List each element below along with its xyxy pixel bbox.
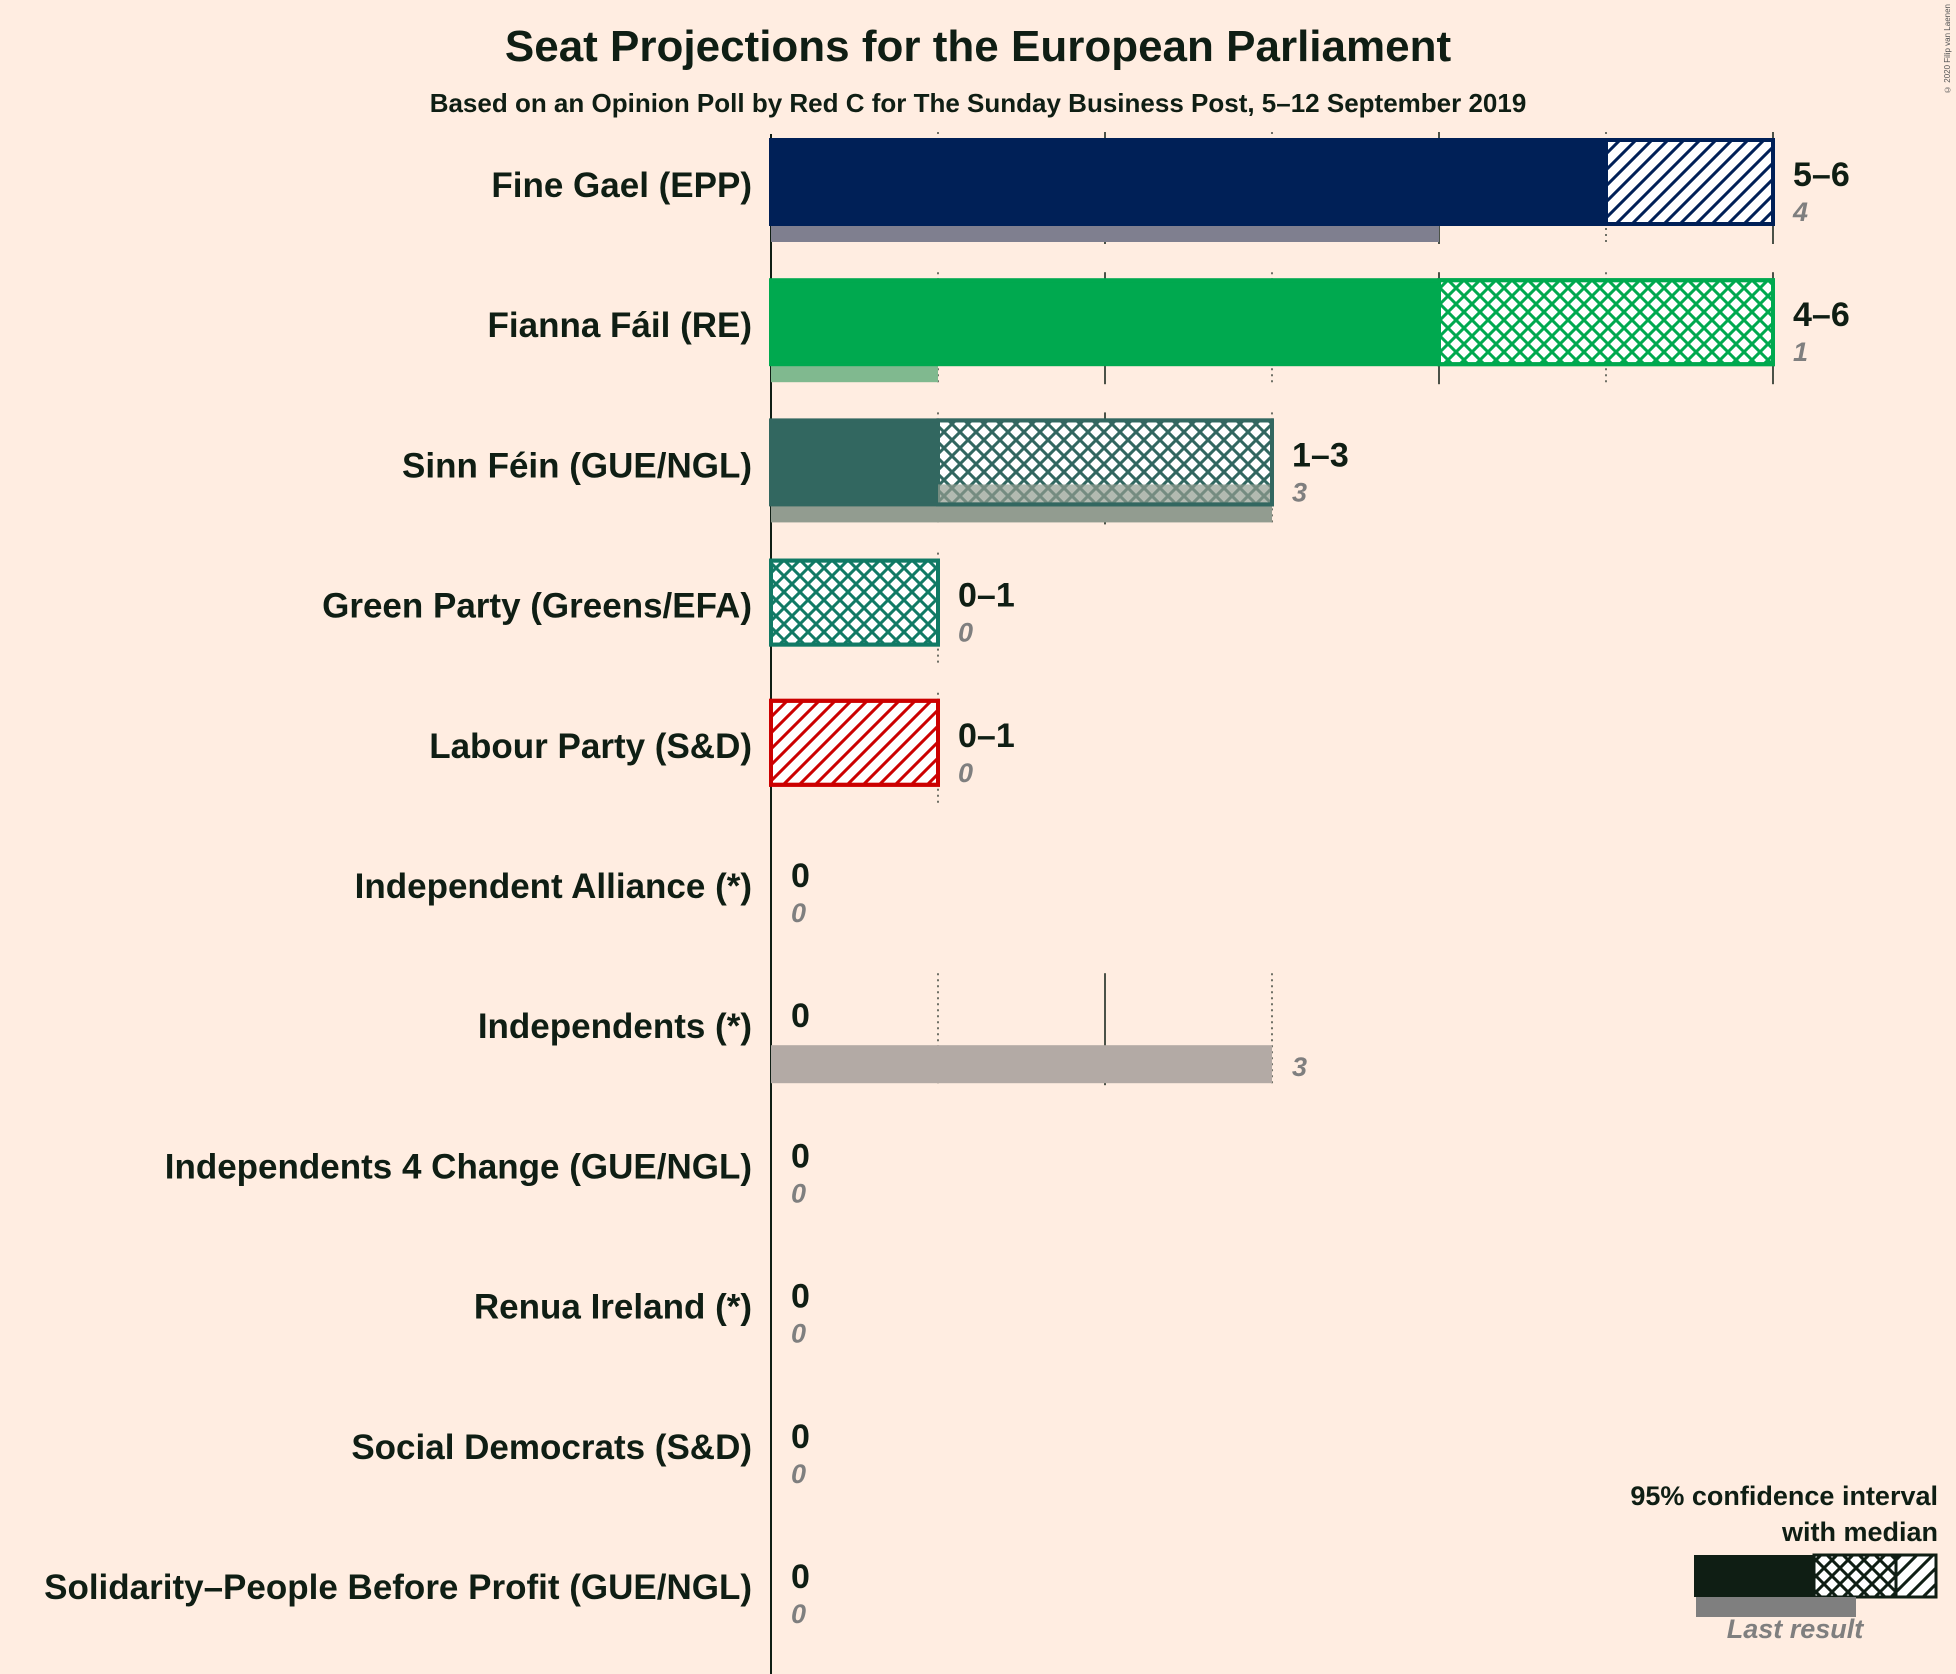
median-bar-sinn-f-in-gue-ngl [771,420,938,505]
last-label-fianna-f-il-re: 1 [1793,337,1808,367]
last-label-independents-4-change-gue-ngl: 0 [791,1178,806,1208]
last-label-renua-ireland: 0 [791,1319,806,1349]
range-label-independents-4-change-gue-ngl: 0 [791,1137,810,1175]
party-label-sinn-f-in-gue-ngl: Sinn Féin (GUE/NGL) [402,446,752,485]
range-label-independent-alliance: 0 [791,857,810,895]
bars [769,138,1775,1084]
legend: 95% confidence interval with median [1630,1478,1938,1550]
range-label-independents: 0 [791,997,810,1035]
interval-bar-labour-party-s-d [769,698,940,787]
interval-bar-fine-gael-epp [1604,138,1775,226]
party-label-independent-alliance: Independent Alliance (*) [355,867,752,906]
legend-graphic [1694,1553,1938,1617]
last-label-solidarity-people-before-profit-gue-ngl: 0 [791,1599,806,1629]
last-label-green-party-greens-efa: 0 [958,618,973,648]
last-label-fine-gael-epp: 4 [1792,197,1808,227]
range-label-social-democrats-s-d: 0 [791,1418,810,1456]
bar-outline-green-party-greens-efa [769,558,940,647]
last-result-bar-independents [771,1045,1272,1084]
chart-title: Seat Projections for the European Parlia… [504,22,1452,71]
range-label-labour-party-s-d: 0–1 [958,717,1015,755]
range-label-renua-ireland: 0 [791,1278,810,1316]
chart-subtitle: Based on an Opinion Poll by Red C for Th… [429,88,1527,118]
last-label-social-democrats-s-d: 0 [791,1459,806,1489]
range-label-fine-gael-epp: 5–6 [1793,156,1850,194]
range-label-green-party-greens-efa: 0–1 [958,577,1015,615]
party-label-fine-gael-epp: Fine Gael (EPP) [491,166,752,205]
labels: Fine Gael (EPP) 5–64 Fianna Fáil (RE) 4–61 S… [44,156,1850,1629]
legend-line-1: 95% confidence interval [1630,1481,1938,1511]
median-bar-fianna-f-il-re [771,280,1439,365]
party-label-labour-party-s-d: Labour Party (S&D) [429,727,752,766]
last-label-independent-alliance: 0 [791,898,806,928]
legend-line-2: with median [1781,1517,1938,1547]
range-label-fianna-f-il-re: 4–6 [1793,296,1850,334]
range-label-sinn-f-in-gue-ngl: 1–3 [1292,436,1349,474]
legend-last-swatch [1696,1597,1856,1617]
last-overlap-sinn-f-in-gue-ngl [938,484,1272,505]
party-label-renua-ireland: Renua Ireland (*) [474,1288,752,1327]
median-bar-fine-gael-epp [771,140,1606,224]
party-label-green-party-greens-efa: Green Party (Greens/EFA) [322,587,752,626]
party-label-solidarity-people-before-profit-gue-ngl: Solidarity–People Before Profit (GUE/NGL… [44,1568,752,1607]
range-label-solidarity-people-before-profit-gue-ngl: 0 [791,1558,810,1596]
legend-median-swatch [1694,1555,1814,1597]
interval-bar-fianna-f-il-re [1437,278,1775,367]
bar-outline-sinn-f-in-gue-ngl [769,418,1274,507]
legend-single-swatch [1894,1553,1938,1599]
party-label-independents: Independents (*) [478,1007,752,1046]
party-label-independents-4-change-gue-ngl: Independents 4 Change (GUE/NGL) [165,1147,752,1186]
bar-outline-labour-party-s-d [769,698,940,787]
last-label-labour-party-s-d: 0 [958,758,973,788]
party-label-social-democrats-s-d: Social Democrats (S&D) [351,1428,752,1467]
bar-outline-fine-gael-epp [769,138,1775,226]
bar-outline-fianna-f-il-re [769,278,1775,367]
interval-bar-green-party-greens-efa [769,558,940,647]
last-label-sinn-f-in-gue-ngl: 3 [1292,477,1307,507]
party-label-fianna-f-il-re: Fianna Fáil (RE) [488,306,752,345]
legend-cross-swatch [1812,1553,1898,1599]
last-label-independents: 3 [1292,1052,1307,1082]
legend-last-result: Last result [1726,1614,1864,1644]
